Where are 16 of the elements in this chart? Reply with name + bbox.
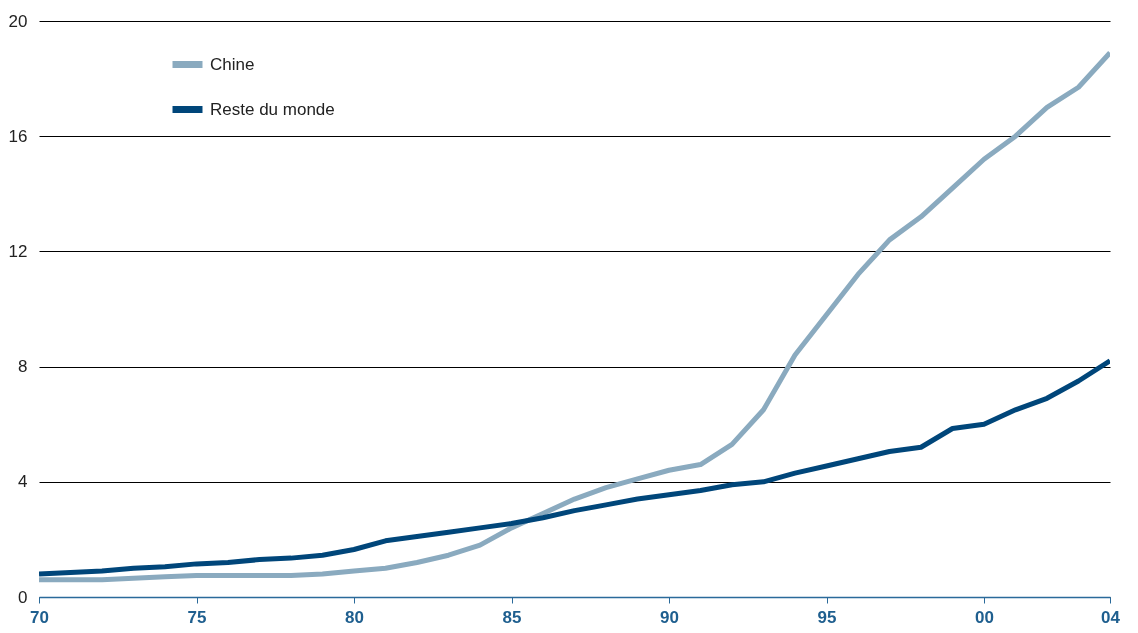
legend-label: Chine — [210, 54, 255, 74]
y-tick-label: 0 — [18, 587, 28, 607]
y-tick-label: 8 — [18, 357, 28, 377]
x-tick-label: 95 — [817, 607, 837, 627]
x-tick-label: 90 — [660, 607, 679, 627]
x-tick-label: 00 — [975, 607, 994, 627]
y-tick-label: 16 — [8, 126, 28, 146]
x-tick-label: 80 — [345, 607, 364, 627]
x-tick-label: 04 — [1101, 607, 1121, 627]
legend-label: Reste du monde — [210, 99, 335, 119]
y-tick-label: 12 — [8, 241, 28, 261]
y-tick-label: 4 — [18, 472, 28, 492]
x-tick-label: 75 — [187, 607, 207, 627]
y-tick-label: 20 — [8, 11, 28, 31]
x-tick-label: 85 — [502, 607, 522, 627]
x-tick-label: 70 — [30, 607, 49, 627]
